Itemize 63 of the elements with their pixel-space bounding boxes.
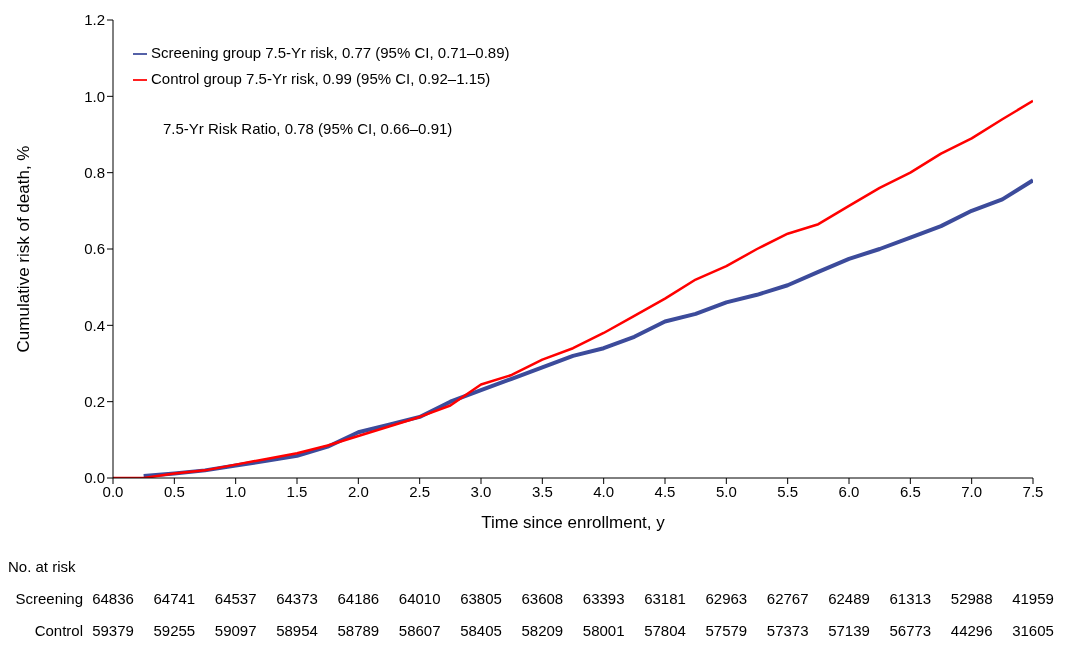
y-axis-title: Cumulative risk of death, %: [14, 145, 34, 353]
x-tick-label: 7.5: [1022, 482, 1044, 500]
x-tick-label: 0.5: [163, 482, 185, 500]
text: 62767: [765, 590, 810, 607]
text: No. at risk: [8, 558, 76, 575]
text: 59379: [91, 622, 135, 639]
text: 64836: [91, 590, 135, 607]
x-tick-label: 4.5: [654, 482, 676, 500]
y-tick-label: 1.0: [84, 87, 105, 105]
text: 57579: [704, 622, 749, 639]
x-tick-label: 1.5: [286, 482, 308, 500]
text: 31605: [1011, 622, 1055, 639]
x-tick-label: 3.0: [470, 482, 492, 500]
text: Control: [34, 622, 83, 639]
text: 58001: [581, 622, 626, 639]
text: 62963: [704, 590, 749, 607]
x-tick-label: 3.5: [531, 482, 553, 500]
text: 52988: [949, 590, 994, 607]
x-tick-label: 6.5: [899, 482, 921, 500]
x-tick-label: 7.0: [961, 482, 983, 500]
text: 58405: [459, 622, 503, 639]
text: 57373: [765, 622, 810, 639]
text: 63181: [643, 590, 687, 607]
text: 59097: [213, 622, 258, 639]
y-tick-label: 0.6: [84, 240, 105, 258]
text: 58789: [336, 622, 381, 639]
text: 63805: [459, 590, 503, 607]
text: 59255: [152, 622, 197, 639]
x-tick-label: 2.0: [347, 482, 369, 500]
text: 64010: [397, 590, 442, 607]
legend-label: Control group 7.5-Yr risk, 0.99 (95% CI, 0.92–1.15): [151, 70, 491, 87]
text: 57139: [827, 622, 871, 639]
x-tick-label: 1.0: [225, 482, 247, 500]
x-tick-label: 4.0: [593, 482, 615, 500]
text: 64186: [336, 590, 381, 607]
y-tick-label: 1.2: [84, 11, 105, 29]
text: 64373: [275, 590, 319, 607]
text: 63393: [581, 590, 626, 607]
x-tick-label: 6.0: [838, 482, 860, 500]
y-tick-label: 0.2: [84, 392, 105, 410]
y-tick-label: 0.8: [84, 163, 105, 181]
annotation: 7.5-Yr Risk Ratio, 0.78 (95% CI, 0.66–0.91): [163, 120, 453, 137]
text: 58607: [397, 622, 442, 639]
text: 58209: [520, 622, 565, 639]
text: 58954: [275, 622, 319, 639]
text: 56773: [888, 622, 933, 639]
x-tick-label: 5.0: [715, 482, 737, 500]
x-tick-label: 2.5: [409, 482, 431, 500]
text: 44296: [949, 622, 994, 639]
text: 64537: [213, 590, 258, 607]
y-tick-label: 0.0: [84, 469, 105, 487]
text: 63608: [520, 590, 565, 607]
text: 41959: [1011, 590, 1055, 607]
text: 64741: [152, 590, 197, 607]
x-tick-label: 0.0: [102, 482, 124, 500]
legend-label: Screening group 7.5-Yr risk, 0.77 (95% CI, 0.71–0.89): [151, 44, 510, 61]
x-axis-title: Time since enrollment, y: [481, 513, 666, 532]
text: Screening: [15, 590, 83, 607]
text: 62489: [827, 590, 871, 607]
text: 61313: [888, 590, 933, 607]
y-tick-label: 0.4: [84, 316, 105, 334]
x-tick-label: 5.5: [777, 482, 799, 500]
text: 57804: [643, 622, 687, 639]
